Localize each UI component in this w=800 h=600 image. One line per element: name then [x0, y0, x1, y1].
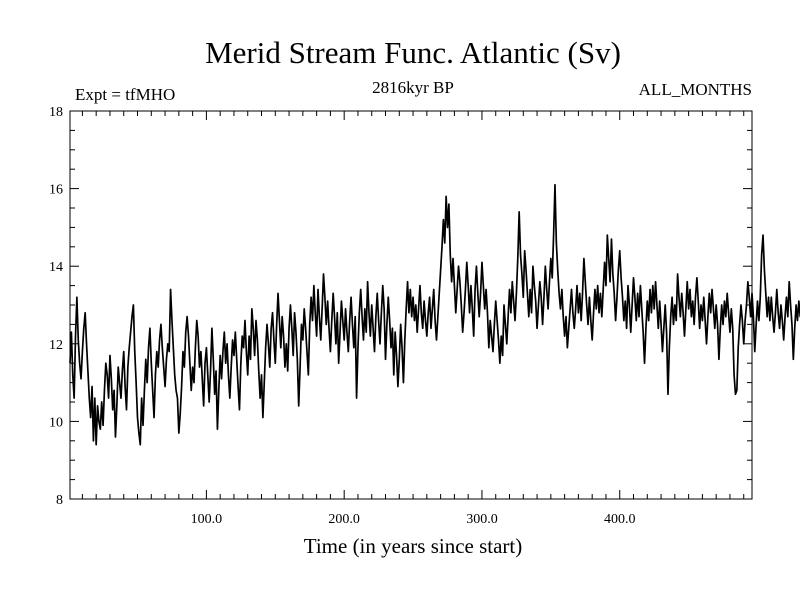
- plot-frame: [69, 110, 753, 500]
- x-tick-label: 100.0: [191, 512, 223, 527]
- experiment-label: Expt = tfMHO: [75, 85, 175, 104]
- x-tick-label: 400.0: [604, 512, 636, 527]
- y-tick-label: 12: [49, 338, 63, 353]
- y-tick-label: 14: [49, 260, 63, 275]
- y-tick-label: 16: [49, 183, 63, 198]
- y-tick-label: 8: [56, 493, 63, 508]
- x-tick-label: 300.0: [466, 512, 498, 527]
- x-tick-label: 200.0: [328, 512, 360, 527]
- axis-tick-labels: 8 10 12 14 16 18 100.0 200.0 300.0 400.0: [49, 105, 635, 527]
- x-axis-label: Time (in years since start): [304, 534, 523, 558]
- epoch-label: 2816kyr BP: [372, 78, 454, 97]
- y-tick-label: 18: [49, 105, 63, 120]
- y-tick-label: 10: [49, 415, 63, 430]
- chart-title: Merid Stream Func. Atlantic (Sv): [205, 35, 621, 70]
- data-series-line: [69, 183, 800, 446]
- months-label: ALL_MONTHS: [639, 80, 752, 99]
